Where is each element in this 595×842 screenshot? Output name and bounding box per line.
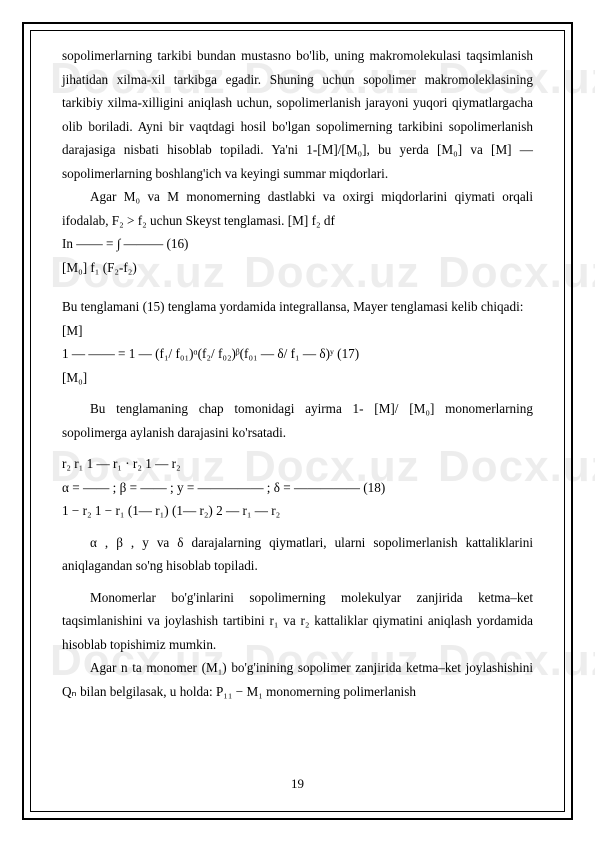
equation-17-top: [M] <box>62 319 533 343</box>
paragraph-7: Agar n ta monomer (M₁) bo'g'inining sopo… <box>62 656 533 703</box>
page-number: 19 <box>62 776 533 792</box>
page-content: sopolimerlarning tarkibi bundan mustasno… <box>62 44 533 798</box>
paragraph-5: α , β , y va δ darajalarning qiymatlari,… <box>62 531 533 578</box>
equation-18-line1: r₂ r₁ 1 — r₁ · r₂ 1 — r₂ <box>62 452 533 476</box>
equation-16-line2: [M₀] f₁ (F₂-f₂) <box>62 256 533 280</box>
paragraph-4: Bu tenglamaning chap tomonidagi ayirma 1… <box>62 397 533 444</box>
equation-16-line1: In —— = ∫ ——— (16) <box>62 232 533 256</box>
paragraph-6: Monomerlar bo'g'inlarini sopolimerning m… <box>62 586 533 657</box>
paragraph-1: sopolimerlarning tarkibi bundan mustasno… <box>62 44 533 185</box>
equation-17-bottom: [M₀] <box>62 366 533 390</box>
equation-17: 1 — —— = 1 — (f₁/ f₀₁)ᵅ(f₂/ f₀₂)ᵝ(f₀₁ — … <box>62 342 533 366</box>
paragraph-2: Agar M₀ va M monomerning dastlabki va ox… <box>62 185 533 232</box>
paragraph-3a: Bu tenglamani (15) tenglama yordamida in… <box>62 295 533 319</box>
equation-18-line2: α = —— ; β = —— ; y = ————— ; δ = ————— … <box>62 476 533 500</box>
equation-18-line3: 1 − r₂ 1 − r₁ (1— r₁) (1— r₂) 2 — r₁ — r… <box>62 499 533 523</box>
